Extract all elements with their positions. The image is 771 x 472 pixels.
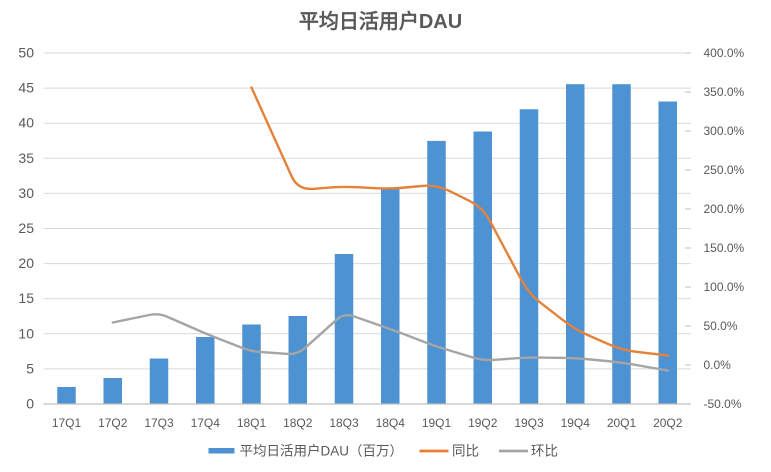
svg-text:50: 50	[18, 45, 34, 61]
svg-text:40: 40	[18, 115, 34, 131]
svg-text:同比: 同比	[452, 444, 479, 459]
svg-text:10: 10	[18, 325, 34, 341]
svg-text:17Q1: 17Q1	[52, 416, 82, 430]
svg-text:平均日活用户DAU: 平均日活用户DAU	[299, 9, 462, 33]
svg-text:100.0%: 100.0%	[704, 280, 745, 294]
svg-text:250.0%: 250.0%	[704, 163, 745, 177]
svg-text:17Q4: 17Q4	[191, 416, 221, 430]
svg-text:17Q2: 17Q2	[98, 416, 128, 430]
svg-text:50.0%: 50.0%	[704, 319, 738, 333]
svg-text:30: 30	[18, 185, 34, 201]
svg-text:400.0%: 400.0%	[704, 46, 745, 60]
svg-text:19Q2: 19Q2	[468, 416, 498, 430]
svg-text:0: 0	[26, 396, 34, 412]
svg-text:18Q4: 18Q4	[376, 416, 406, 430]
svg-text:300.0%: 300.0%	[704, 124, 745, 138]
svg-text:20: 20	[18, 255, 34, 271]
svg-text:19Q3: 19Q3	[514, 416, 544, 430]
svg-text:18Q3: 18Q3	[329, 416, 359, 430]
svg-text:20Q2: 20Q2	[653, 416, 683, 430]
svg-text:25: 25	[18, 220, 34, 236]
svg-text:-50.0%: -50.0%	[704, 397, 742, 411]
svg-text:200.0%: 200.0%	[704, 202, 745, 216]
svg-text:20Q1: 20Q1	[607, 416, 637, 430]
svg-text:35: 35	[18, 150, 34, 166]
svg-text:150.0%: 150.0%	[704, 241, 745, 255]
svg-text:45: 45	[18, 80, 34, 96]
svg-text:平均日活用户DAU（百万）: 平均日活用户DAU（百万）	[240, 443, 404, 459]
svg-text:0.0%: 0.0%	[704, 358, 732, 372]
svg-text:17Q3: 17Q3	[144, 416, 174, 430]
svg-text:19Q1: 19Q1	[422, 416, 452, 430]
svg-text:18Q1: 18Q1	[237, 416, 267, 430]
svg-text:19Q4: 19Q4	[561, 416, 591, 430]
svg-text:环比: 环比	[531, 444, 558, 459]
svg-text:15: 15	[18, 290, 34, 306]
svg-text:5: 5	[26, 360, 34, 376]
svg-text:350.0%: 350.0%	[704, 85, 745, 99]
svg-text:18Q2: 18Q2	[283, 416, 313, 430]
